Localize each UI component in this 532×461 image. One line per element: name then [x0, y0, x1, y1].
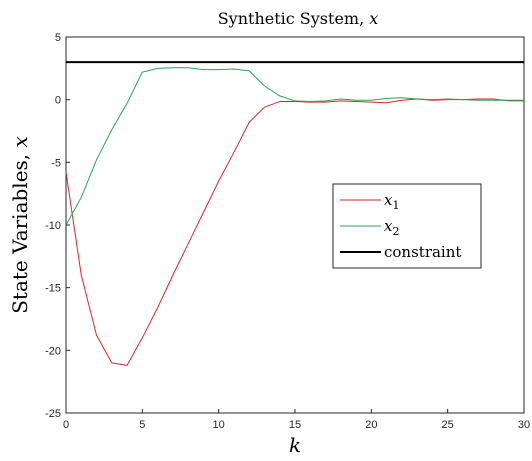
- x-tick-label: 10: [213, 419, 225, 431]
- y-tick-label: 5: [55, 32, 61, 44]
- y-tick-label: -5: [51, 157, 61, 169]
- legend-label: x1: [384, 191, 399, 212]
- x-tick-label: 30: [518, 419, 530, 431]
- y-axis-label: State Variables, x: [8, 136, 32, 314]
- y-tick-label: -15: [45, 283, 61, 295]
- y-tick-label: -25: [45, 408, 61, 420]
- y-axis-ticks: 5 0 -5 -10 -15 -20 -25: [45, 32, 70, 420]
- y-axis-label-text: State Variables,: [8, 147, 32, 313]
- legend-label-name: x: [384, 191, 393, 209]
- x-tick-label: 5: [139, 419, 145, 431]
- legend-label-subscript: 2: [392, 225, 399, 238]
- x-axis-label: k: [289, 433, 301, 457]
- y-axis-label-var: x: [8, 136, 32, 147]
- series-layer: [65, 61, 524, 366]
- x-tick-label: 0: [63, 419, 69, 431]
- y-tick-label: -10: [45, 220, 61, 232]
- chart-title-var: x: [369, 9, 378, 28]
- x-tick-label: 15: [289, 419, 301, 431]
- y-tick-label: -20: [45, 345, 61, 357]
- x-tick-label: 20: [365, 419, 377, 431]
- y-tick-label: 0: [55, 95, 61, 107]
- x-axis-ticks: 0 5 10 15 20 25 30: [63, 409, 530, 431]
- series-line-x1: [65, 98, 524, 366]
- chart-title-text: Synthetic System,: [218, 9, 370, 28]
- chart-title: Synthetic System, x: [218, 9, 379, 28]
- legend-label-subscript: 1: [392, 199, 399, 212]
- legend-label-name: x: [384, 217, 393, 235]
- legend-label: constraint: [384, 243, 461, 261]
- series-line-x2: [65, 67, 524, 226]
- legend-label-name: constraint: [384, 243, 461, 261]
- x-tick-label: 25: [442, 419, 454, 431]
- legend-label: x2: [384, 217, 399, 238]
